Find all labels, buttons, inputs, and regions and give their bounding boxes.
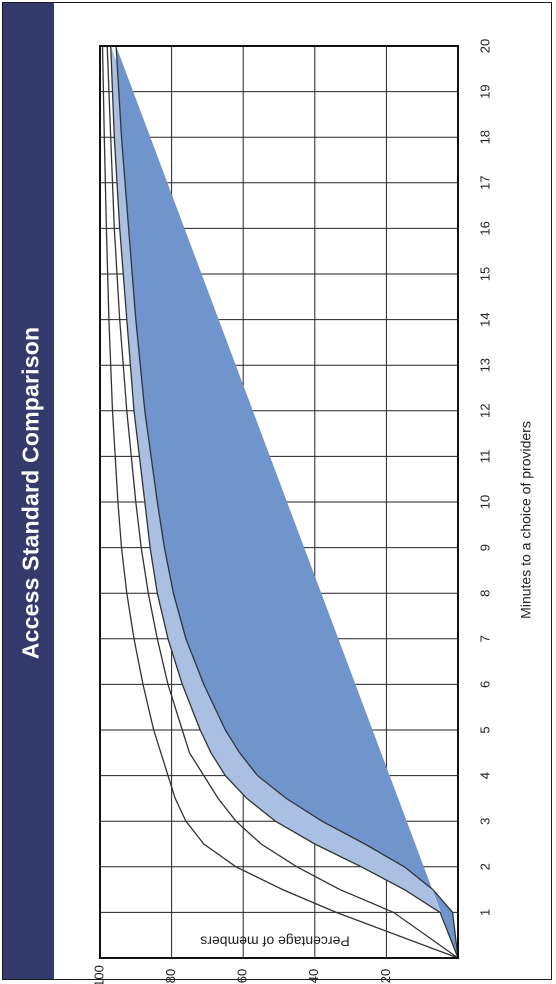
x-tick-label: 14 [477,312,492,326]
x-tick-label: 13 [477,358,492,372]
series-curve-1 [101,45,459,959]
x-tick-label: 19 [477,84,492,98]
y-tick-label: 100 [91,965,106,984]
y-tick-label: 40 [306,969,321,983]
x-tick-label: 3 [477,818,492,825]
x-tick-label: 5 [477,726,492,733]
series-curve-3 [110,45,459,959]
y-tick-label: 20 [378,969,393,983]
x-tick-label: 6 [477,681,492,688]
x-tick-label: 8 [477,590,492,597]
x-tick-label: 17 [477,176,492,190]
y-axis-title: Percentage of members [200,933,349,949]
x-axis-title: Minutes to a choice of providers [518,421,534,619]
x-tick-label: 18 [477,130,492,144]
plot-border [99,45,459,959]
x-tick-label: 15 [477,267,492,281]
x-tick-label: 16 [477,221,492,235]
title-banner: Access Standard Comparison [3,3,54,979]
series-curve-2 [106,45,459,959]
series-area-dark [116,46,458,958]
series-curve-4 [115,45,459,959]
x-tick-label: 4 [477,772,492,779]
y-tick-label: 80 [163,969,178,983]
x-tick-label: 7 [477,635,492,642]
x-tick-label: 12 [477,404,492,418]
x-tick-label: 9 [477,544,492,551]
x-tick-label: 1 [477,909,492,916]
x-tick-label: 2 [477,863,492,870]
x-tick-label: 20 [477,39,492,53]
y-tick-label: 60 [235,969,250,983]
x-tick-label: 11 [477,450,492,464]
x-tick-label: 10 [477,495,492,509]
